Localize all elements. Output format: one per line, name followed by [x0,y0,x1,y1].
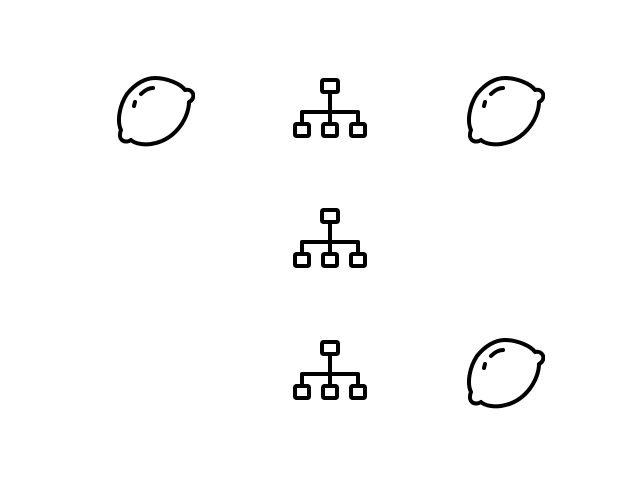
lemon-icon [115,70,195,150]
lemon-icon [465,70,545,150]
sitemap-icon [290,200,370,280]
sitemap-icon [290,70,370,150]
lemon-icon [465,332,545,412]
sitemap-icon [290,332,370,412]
